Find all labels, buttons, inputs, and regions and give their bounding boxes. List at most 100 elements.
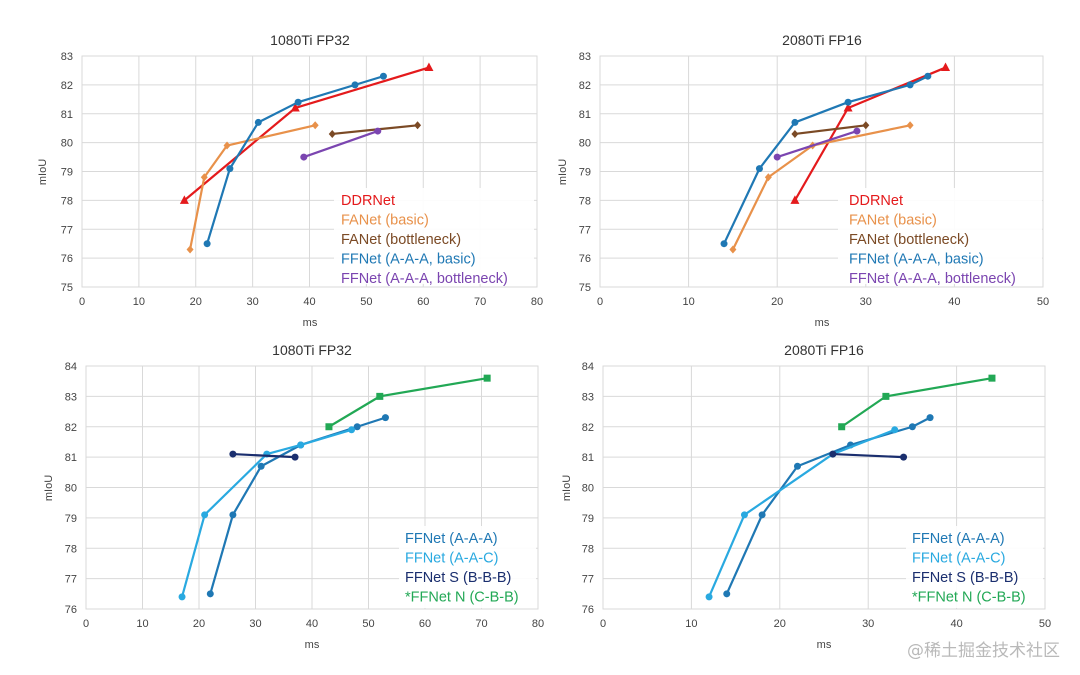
data-point bbox=[790, 195, 800, 204]
data-point bbox=[791, 118, 799, 126]
series-ddrnet bbox=[790, 62, 951, 204]
chart-title: 2080Ti FP16 bbox=[784, 342, 864, 358]
y-tick-label: 82 bbox=[61, 80, 73, 92]
x-tick-label: 10 bbox=[682, 296, 694, 308]
legend-entry: *FFNet N (C-B-B) bbox=[912, 590, 1026, 606]
x-tick-label: 60 bbox=[419, 618, 431, 630]
legend-entry: FFNet (A-A-A) bbox=[912, 531, 1005, 547]
data-point bbox=[729, 245, 737, 254]
legend-entry: FFNet (A-A-C) bbox=[405, 551, 498, 567]
legend-entry: *FFNet N (C-B-B) bbox=[405, 590, 519, 606]
y-tick-label: 77 bbox=[582, 574, 594, 586]
x-axis-label: ms bbox=[815, 317, 830, 329]
series-fanet-basic bbox=[729, 121, 914, 254]
x-tick-label: 30 bbox=[249, 618, 261, 630]
legend-entry: FFNet (A-A-A) bbox=[405, 531, 498, 547]
series-ffnet-s-b-b-b bbox=[229, 450, 299, 461]
series-line bbox=[776, 130, 858, 159]
series-line bbox=[183, 66, 430, 202]
data-point bbox=[226, 165, 234, 173]
y-tick-label: 77 bbox=[65, 574, 77, 586]
legend-background bbox=[399, 526, 536, 608]
y-tick-label: 78 bbox=[65, 543, 77, 555]
data-point bbox=[203, 240, 211, 248]
series-line bbox=[328, 377, 488, 428]
data-point bbox=[353, 423, 361, 431]
x-tick-label: 30 bbox=[247, 296, 259, 308]
y-tick-label: 81 bbox=[61, 109, 73, 121]
x-tick-label: 70 bbox=[475, 618, 487, 630]
legend: FFNet (A-A-A) FFNet (A-A-C) FFNet S (B-B-B… bbox=[399, 526, 536, 608]
plot-area-border bbox=[85, 365, 539, 610]
series-fanet-basic bbox=[186, 121, 319, 254]
data-point bbox=[229, 511, 237, 519]
data-point bbox=[924, 72, 932, 80]
watermark: @稀土掘金技术社区 bbox=[907, 641, 1060, 661]
data-point bbox=[758, 511, 766, 519]
y-tick-label: 80 bbox=[582, 483, 594, 495]
data-point bbox=[229, 450, 237, 458]
series-ffnet-a-a-a bbox=[723, 414, 934, 598]
series-ffnet-a-a-a bbox=[206, 414, 389, 598]
chart-title: 1080Ti FP32 bbox=[272, 342, 352, 358]
x-tick-label: 50 bbox=[360, 296, 372, 308]
legend-entry: FFNet S (B-B-B) bbox=[405, 570, 511, 586]
data-point bbox=[379, 72, 387, 80]
x-tick-label: 30 bbox=[862, 618, 874, 630]
x-tick-label: 20 bbox=[190, 296, 202, 308]
data-point bbox=[325, 423, 333, 431]
x-tick-label: 10 bbox=[133, 296, 145, 308]
series-line bbox=[232, 452, 296, 459]
data-point bbox=[720, 240, 728, 248]
legend: FFNet (A-A-A) FFNet (A-A-C) FFNet S (B-B-B… bbox=[906, 526, 1043, 608]
y-tick-label: 81 bbox=[579, 109, 591, 121]
legend-entry: DDRNet bbox=[341, 193, 395, 209]
data-point bbox=[941, 62, 951, 72]
data-point bbox=[906, 81, 914, 89]
data-point bbox=[200, 173, 208, 182]
series-ffnet-a-a-a-bottleneck bbox=[773, 127, 861, 161]
legend-entry: FFNet (A-A-C) bbox=[912, 551, 1005, 567]
y-tick-label: 79 bbox=[61, 167, 73, 179]
series-line bbox=[303, 130, 379, 159]
legend-entry: FANet (bottleneck) bbox=[341, 232, 461, 248]
y-tick-label: 79 bbox=[579, 167, 591, 179]
x-tick-label: 0 bbox=[79, 296, 85, 308]
data-point bbox=[853, 127, 861, 135]
y-tick-label: 75 bbox=[579, 282, 591, 294]
x-tick-label: 40 bbox=[950, 618, 962, 630]
series-ffnet-a-a-a-basic bbox=[720, 72, 932, 248]
data-point bbox=[862, 121, 870, 130]
data-point bbox=[988, 374, 996, 382]
y-tick-label: 80 bbox=[61, 138, 73, 150]
data-point bbox=[900, 453, 908, 461]
legend-entry: DDRNet bbox=[849, 193, 903, 209]
data-point bbox=[257, 462, 265, 470]
data-point bbox=[424, 62, 434, 72]
data-point bbox=[483, 374, 491, 382]
data-point bbox=[755, 165, 763, 173]
x-tick-label: 20 bbox=[774, 618, 786, 630]
x-axis-label: ms bbox=[303, 317, 318, 329]
y-axis-label: mIoU bbox=[37, 159, 49, 185]
data-point bbox=[186, 245, 194, 254]
data-point bbox=[297, 441, 305, 449]
chart-title: 1080Ti FP32 bbox=[270, 32, 350, 48]
series-fanet-bottleneck bbox=[791, 121, 870, 138]
chart-panel-2: 0 10 20 30 40 50 75 76 77 78 79 80 81 82 83 2080Ti FP16… bbox=[557, 32, 1049, 329]
y-tick-label: 76 bbox=[579, 253, 591, 265]
series-ffnet-n-c-b-b bbox=[838, 374, 996, 431]
y-tick-label: 77 bbox=[61, 224, 73, 236]
legend-entry: FANet (basic) bbox=[849, 213, 937, 229]
y-tick-label: 82 bbox=[582, 422, 594, 434]
y-tick-label: 83 bbox=[61, 51, 73, 63]
data-point bbox=[705, 593, 713, 601]
plot-area-border bbox=[599, 55, 1044, 288]
data-point bbox=[311, 121, 319, 130]
y-tick-label: 83 bbox=[65, 391, 77, 403]
legend-background bbox=[906, 526, 1043, 608]
y-tick-label: 80 bbox=[65, 483, 77, 495]
legend-entry: FFNet (A-A-A, bottleneck) bbox=[341, 271, 508, 287]
y-tick-label: 79 bbox=[65, 513, 77, 525]
